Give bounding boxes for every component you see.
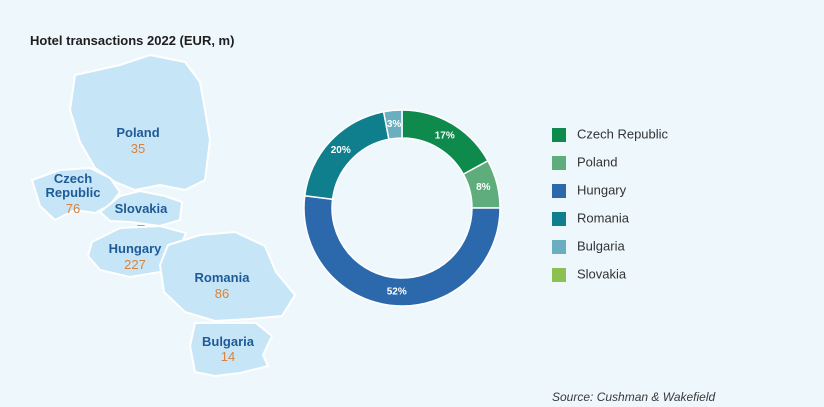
legend-swatch (552, 212, 566, 226)
map-poland (68, 53, 212, 192)
map-bulgaria (188, 322, 274, 378)
legend-swatch (552, 128, 566, 142)
map-region-amount: 227 (124, 257, 146, 272)
slice-label: 52% (387, 286, 407, 297)
donut-slice (382, 109, 403, 141)
map (30, 53, 297, 378)
map-slovakia (98, 189, 184, 228)
slice-label: 3% (387, 119, 402, 130)
legend-label: Bulgaria (577, 238, 625, 253)
map-region-amount: 76 (65, 201, 81, 216)
legend-swatch (552, 184, 566, 198)
legend-label: Slovakia (577, 266, 627, 281)
map-region-name: Romania (194, 270, 250, 285)
chart-title: Hotel transactions 2022 (EUR, m) (30, 33, 235, 48)
legend-swatch (552, 268, 566, 282)
donut-slice (401, 109, 489, 176)
donut-slice (303, 194, 501, 307)
map-region-name: Poland (116, 125, 160, 140)
map-region-amount: 35 (130, 141, 146, 156)
map-region-name: Hungary (108, 241, 162, 256)
map-region-name: Slovakia (114, 201, 168, 216)
map-region-name: Bulgaria (201, 334, 254, 349)
legend-label: Romania (577, 210, 630, 225)
legend-swatch (552, 240, 566, 254)
source: Source: Cushman & Wakefield (552, 390, 716, 404)
map-region-name: Czech Republic (45, 171, 101, 200)
legend: Czech Republic Poland Hungary Romania Bulgar… (552, 126, 669, 282)
map-region-amount: 14 (220, 349, 236, 364)
legend-label: Czech Republic (577, 126, 669, 141)
map-region-amount: 86 (214, 286, 230, 301)
slice-label: 8% (476, 182, 491, 193)
legend-label: Hungary (577, 182, 627, 197)
map-region-amount: – (137, 217, 145, 232)
legend-swatch (552, 156, 566, 170)
legend-label: Poland (577, 154, 617, 169)
donut: 17% 8% 52% 20% 3% (303, 109, 501, 307)
map-romania (158, 230, 297, 323)
slice-label: 20% (331, 145, 351, 156)
slice-label: 17% (435, 130, 455, 141)
